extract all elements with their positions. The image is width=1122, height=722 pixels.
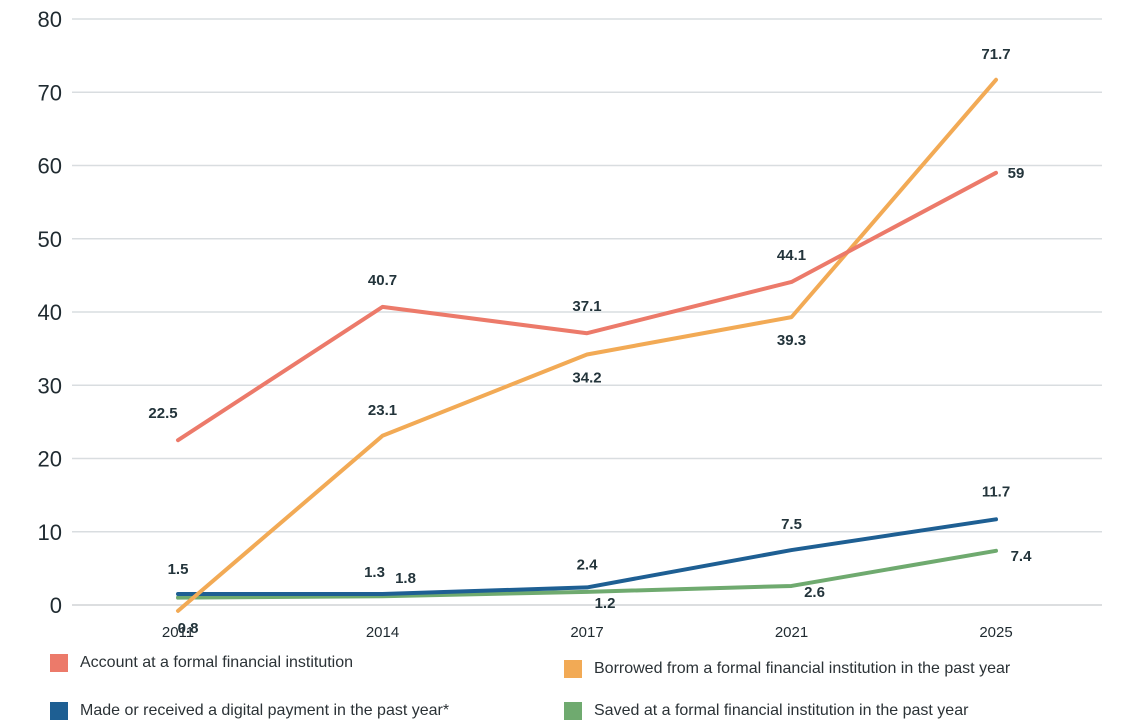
data-point bbox=[995, 79, 997, 81]
data-label: 34.2 bbox=[572, 369, 601, 386]
data-point bbox=[586, 591, 588, 593]
data-point bbox=[791, 281, 792, 283]
y-tick-label: 10 bbox=[38, 520, 62, 545]
data-point bbox=[586, 586, 588, 588]
x-tick-label: 2014 bbox=[366, 624, 399, 640]
y-tick-label: 40 bbox=[38, 300, 62, 325]
y-tick-label: 70 bbox=[38, 80, 62, 105]
legend-label-account: Account at a formal financial institutio… bbox=[80, 654, 354, 671]
y-tick-label: 60 bbox=[38, 154, 62, 179]
data-label: 2.6 bbox=[804, 584, 825, 601]
data-point bbox=[177, 593, 179, 595]
data-label: 7.4 bbox=[1011, 548, 1033, 565]
legend-item-saved: Saved at a formal financial institution … bbox=[564, 702, 968, 720]
data-label: 71.7 bbox=[981, 46, 1010, 63]
data-point bbox=[586, 353, 588, 355]
data-label: 23.1 bbox=[368, 402, 397, 419]
data-label: 1.2 bbox=[595, 595, 616, 612]
legend-item-digital-payment: Made or received a digital payment in th… bbox=[50, 702, 449, 720]
data-label: 0.8 bbox=[178, 620, 199, 637]
data-point bbox=[995, 550, 997, 552]
data-point bbox=[382, 306, 383, 308]
legend-label-saved: Saved at a formal financial institution … bbox=[594, 702, 969, 719]
x-tick-label: 2021 bbox=[775, 624, 808, 640]
data-point bbox=[995, 518, 997, 520]
data-label: 1.8 bbox=[395, 570, 416, 587]
legend-swatch-borrowed bbox=[564, 660, 582, 678]
data-point bbox=[586, 332, 588, 334]
x-tick-label: 2011 bbox=[162, 624, 194, 640]
x-tick-label: 2017 bbox=[570, 624, 603, 640]
data-point bbox=[791, 585, 792, 587]
data-label: 1.5 bbox=[168, 561, 189, 578]
data-point bbox=[177, 597, 179, 599]
legend-item-borrowed: Borrowed from a formal financial institu… bbox=[564, 660, 1010, 678]
x-axis-ticks: 2011 2014 2017 2021 2025 bbox=[162, 624, 1013, 640]
data-label: 39.3 bbox=[777, 332, 806, 349]
data-point bbox=[382, 593, 383, 595]
data-label: 1.3 bbox=[364, 564, 385, 581]
chart-plot-area: 0 10 20 30 40 50 60 70 80 2011 2014 2017 2021 2025 2… bbox=[38, 7, 1102, 640]
gridlines bbox=[72, 18, 1102, 606]
data-label: 11.7 bbox=[982, 483, 1010, 500]
y-axis-ticks: 0 10 20 30 40 50 60 70 80 bbox=[38, 7, 62, 618]
data-label: 40.7 bbox=[368, 272, 397, 289]
legend-label-digital-payment: Made or received a digital payment in th… bbox=[80, 702, 450, 719]
data-point bbox=[791, 316, 792, 318]
y-tick-label: 50 bbox=[38, 227, 62, 252]
legend: Account at a formal financial institutio… bbox=[0, 640, 1122, 722]
data-point bbox=[382, 435, 383, 437]
data-label: 44.1 bbox=[777, 247, 806, 264]
data-label: 7.5 bbox=[781, 516, 802, 533]
legend-swatch-digital-payment bbox=[50, 702, 68, 720]
y-tick-label: 20 bbox=[38, 447, 62, 472]
data-point bbox=[177, 439, 179, 441]
y-tick-label: 80 bbox=[38, 7, 62, 32]
data-point bbox=[177, 610, 179, 612]
data-point bbox=[995, 172, 997, 174]
legend-item-account: Account at a formal financial institutio… bbox=[50, 654, 353, 672]
data-point bbox=[791, 549, 792, 551]
y-tick-label: 30 bbox=[38, 373, 62, 398]
y-tick-label: 0 bbox=[50, 593, 62, 618]
data-label: 59 bbox=[1008, 165, 1025, 182]
series-lines bbox=[176, 77, 998, 613]
data-label: 37.1 bbox=[572, 298, 601, 315]
data-labels: 22.5 40.7 37.1 44.1 59 0.8 23.1 34.2 39.3 71.7 1.5… bbox=[148, 46, 1032, 637]
legend-swatch-account bbox=[50, 654, 68, 672]
legend-label-borrowed: Borrowed from a formal financial institu… bbox=[594, 660, 1011, 677]
data-label: 22.5 bbox=[148, 405, 177, 422]
legend-swatch-saved bbox=[564, 702, 582, 720]
x-tick-label: 2025 bbox=[979, 624, 1012, 640]
data-label: 2.4 bbox=[577, 556, 599, 573]
